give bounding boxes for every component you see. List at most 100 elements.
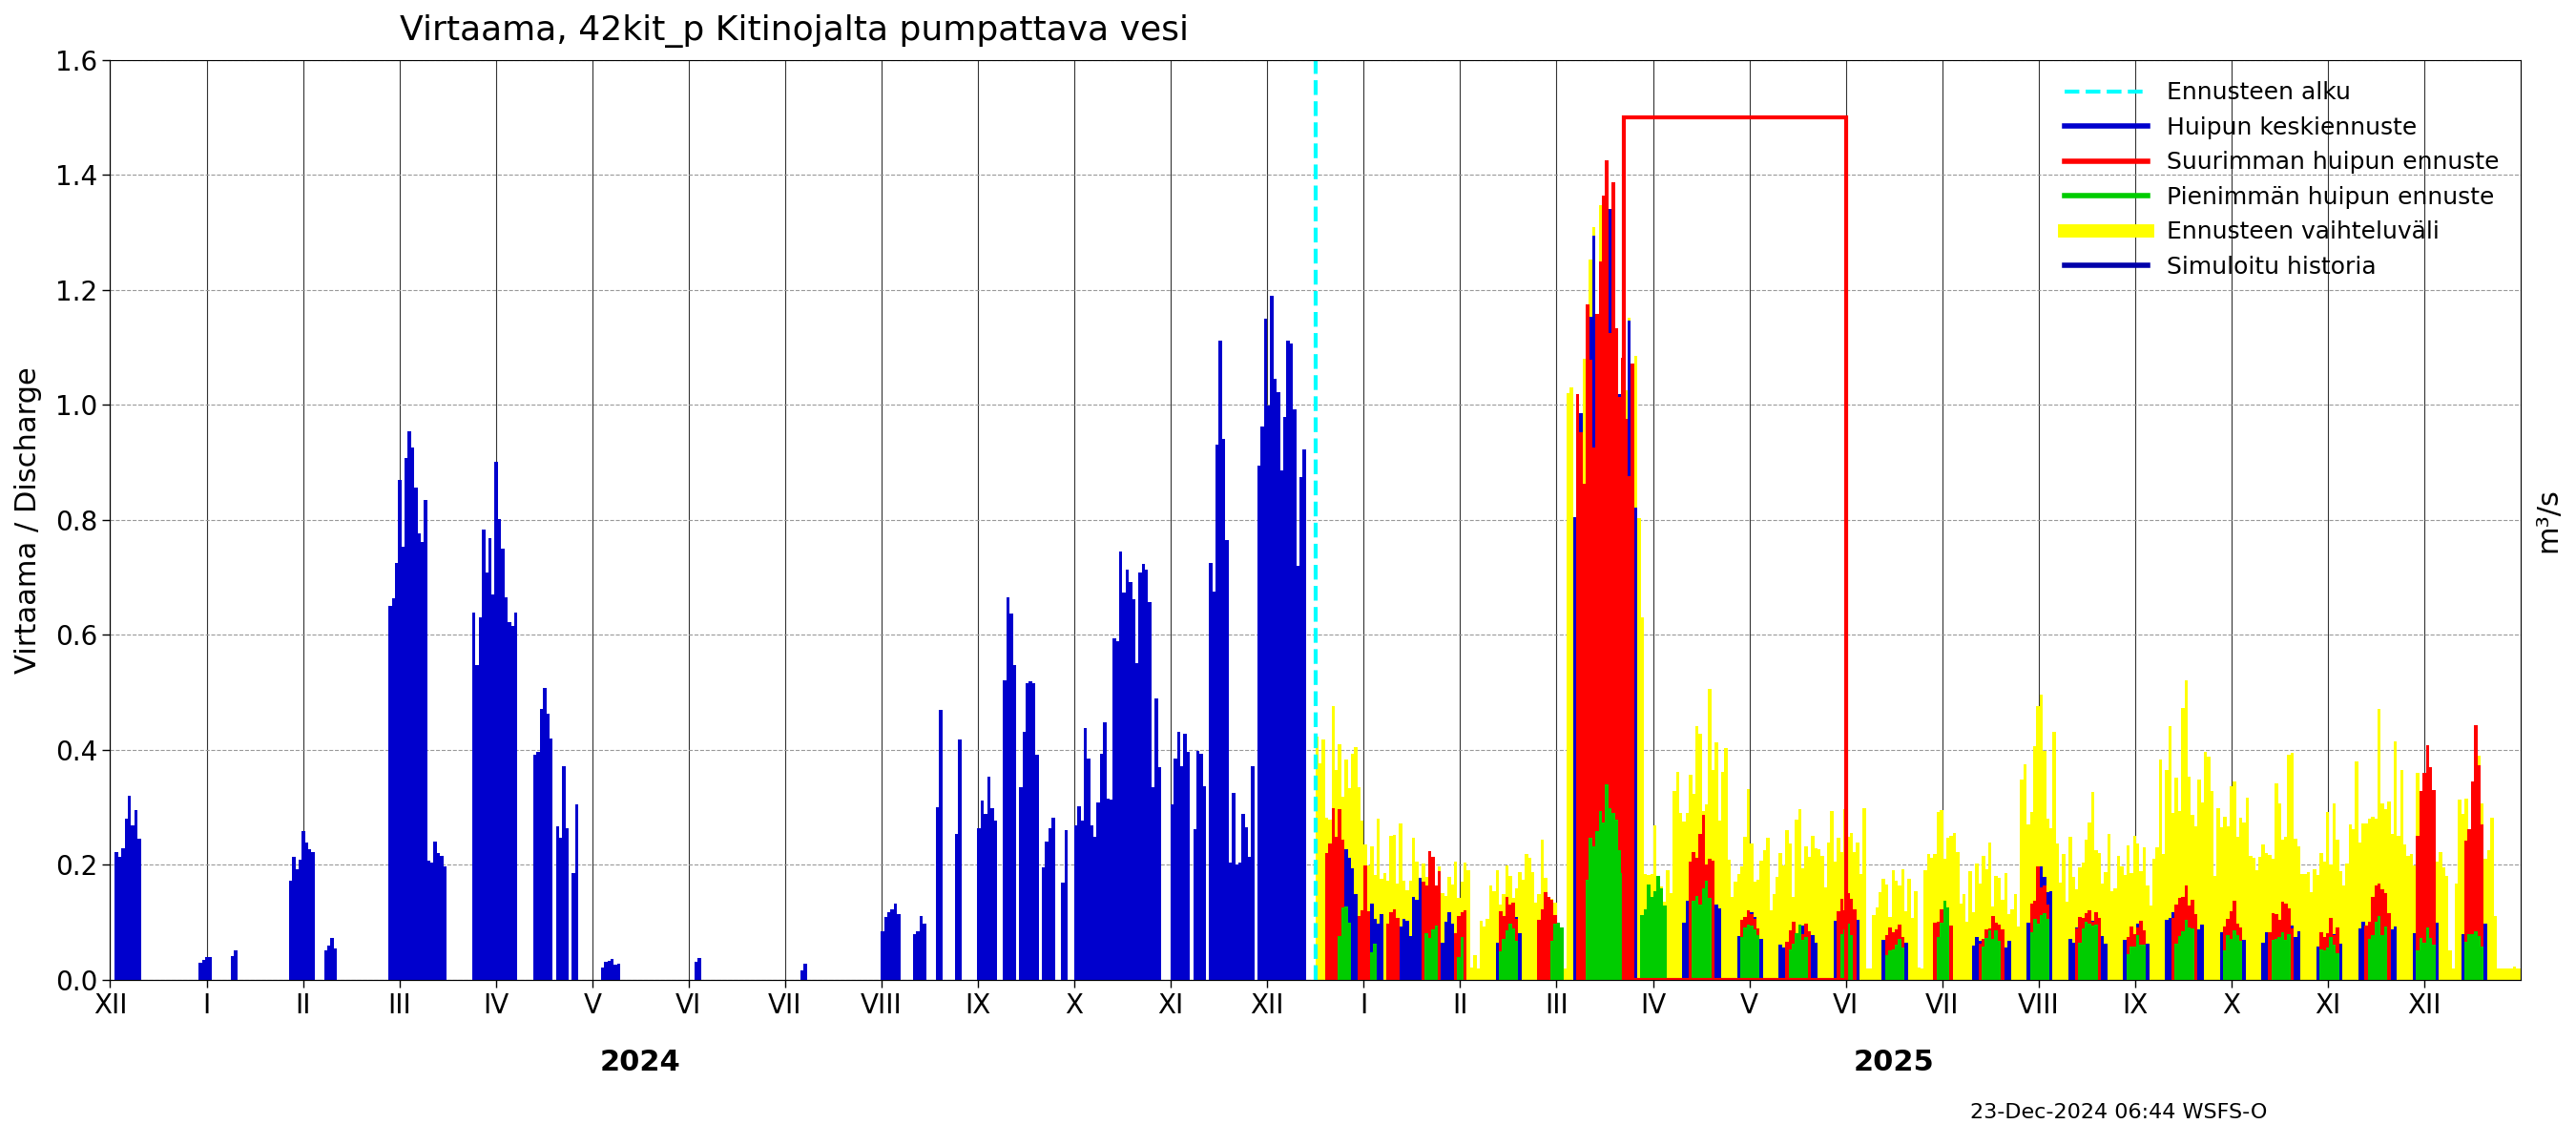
Bar	[425, 499, 428, 980]
Bar	[1587, 311, 1589, 980]
Bar	[1628, 317, 1631, 980]
Bar	[1862, 808, 1865, 980]
Bar	[1358, 916, 1360, 980]
Bar	[1741, 937, 1744, 980]
Bar	[1592, 448, 1595, 980]
Bar	[2133, 947, 2136, 980]
Bar	[2174, 943, 2179, 980]
Bar	[2481, 804, 2483, 980]
Bar	[1989, 929, 1991, 980]
Bar	[2434, 861, 2439, 980]
Bar	[1705, 872, 1708, 980]
Bar	[2035, 866, 2040, 980]
Text: 2025: 2025	[1855, 1049, 1935, 1076]
Bar	[1535, 902, 1538, 980]
Bar	[1703, 893, 1705, 980]
Bar	[1721, 772, 1723, 980]
Bar	[2378, 916, 2380, 980]
Bar	[2048, 891, 2053, 980]
Bar	[1844, 916, 1847, 980]
Bar	[2136, 844, 2141, 980]
Bar	[2414, 866, 2416, 980]
Bar	[1955, 853, 1960, 980]
Bar	[1450, 923, 1453, 980]
Bar	[2429, 923, 2432, 980]
Bar	[2401, 771, 2403, 980]
Bar	[1543, 915, 1548, 980]
Bar	[549, 739, 554, 980]
Bar	[2483, 924, 2486, 980]
Bar	[958, 740, 961, 980]
Bar	[1978, 884, 1981, 980]
Bar	[2069, 939, 2071, 980]
Bar	[2202, 751, 2208, 980]
Bar	[2030, 932, 2032, 980]
Bar	[1373, 943, 1376, 980]
Bar	[2380, 804, 2383, 980]
Bar	[2375, 903, 2378, 980]
Bar	[2290, 929, 2295, 980]
Bar	[2455, 884, 2458, 980]
Bar	[2017, 926, 2020, 980]
Bar	[2174, 779, 2179, 980]
Bar	[2481, 824, 2483, 980]
Bar	[1342, 851, 1345, 980]
Bar	[1695, 885, 1698, 980]
Bar	[994, 821, 997, 980]
Bar	[2427, 755, 2429, 980]
Bar	[1337, 744, 1342, 980]
Bar	[2228, 924, 2233, 980]
Bar	[1937, 937, 1940, 980]
Bar	[2030, 812, 2032, 980]
Bar	[1850, 834, 1852, 980]
Bar	[1504, 897, 1510, 980]
Bar	[443, 866, 446, 980]
Bar	[2277, 804, 2282, 980]
Bar	[1582, 483, 1587, 980]
Bar	[2156, 847, 2159, 980]
Bar	[2452, 969, 2455, 980]
Bar	[1937, 933, 1940, 980]
Bar	[1834, 921, 1837, 980]
Bar	[1048, 829, 1051, 980]
Bar	[1705, 804, 1708, 980]
Bar	[232, 956, 234, 980]
Bar	[2043, 886, 2045, 980]
Bar	[2117, 855, 2120, 980]
Bar	[2172, 911, 2174, 980]
Bar	[2148, 906, 2154, 980]
Bar	[1381, 914, 1383, 980]
Bar	[2130, 926, 2133, 980]
Bar	[1432, 924, 1435, 980]
Bar	[1698, 734, 1703, 980]
Bar	[1435, 925, 1437, 980]
Bar	[1345, 760, 1347, 980]
Bar	[1332, 808, 1334, 980]
Bar	[1698, 892, 1703, 980]
Bar	[1551, 899, 1553, 980]
Bar	[2285, 924, 2287, 980]
Bar	[2409, 854, 2414, 980]
Bar	[1440, 893, 1445, 980]
Bar	[1425, 933, 1427, 980]
Bar	[1695, 726, 1698, 980]
Bar	[1332, 706, 1334, 980]
Bar	[440, 856, 443, 980]
Bar	[1497, 942, 1499, 980]
Bar	[2138, 921, 2143, 980]
Bar	[1625, 390, 1628, 980]
Bar	[1422, 864, 1425, 980]
Bar	[1260, 426, 1265, 980]
Bar	[1677, 772, 1680, 980]
Bar	[1654, 826, 1656, 980]
Bar	[1837, 838, 1839, 980]
Bar	[2458, 799, 2460, 980]
Bar	[2339, 871, 2342, 980]
Bar	[1788, 934, 1793, 980]
Bar	[2331, 935, 2336, 980]
Bar	[1427, 895, 1432, 980]
Bar	[2043, 751, 2045, 980]
Bar	[2187, 776, 2192, 980]
Bar	[1283, 418, 1285, 980]
Bar	[2236, 923, 2239, 980]
